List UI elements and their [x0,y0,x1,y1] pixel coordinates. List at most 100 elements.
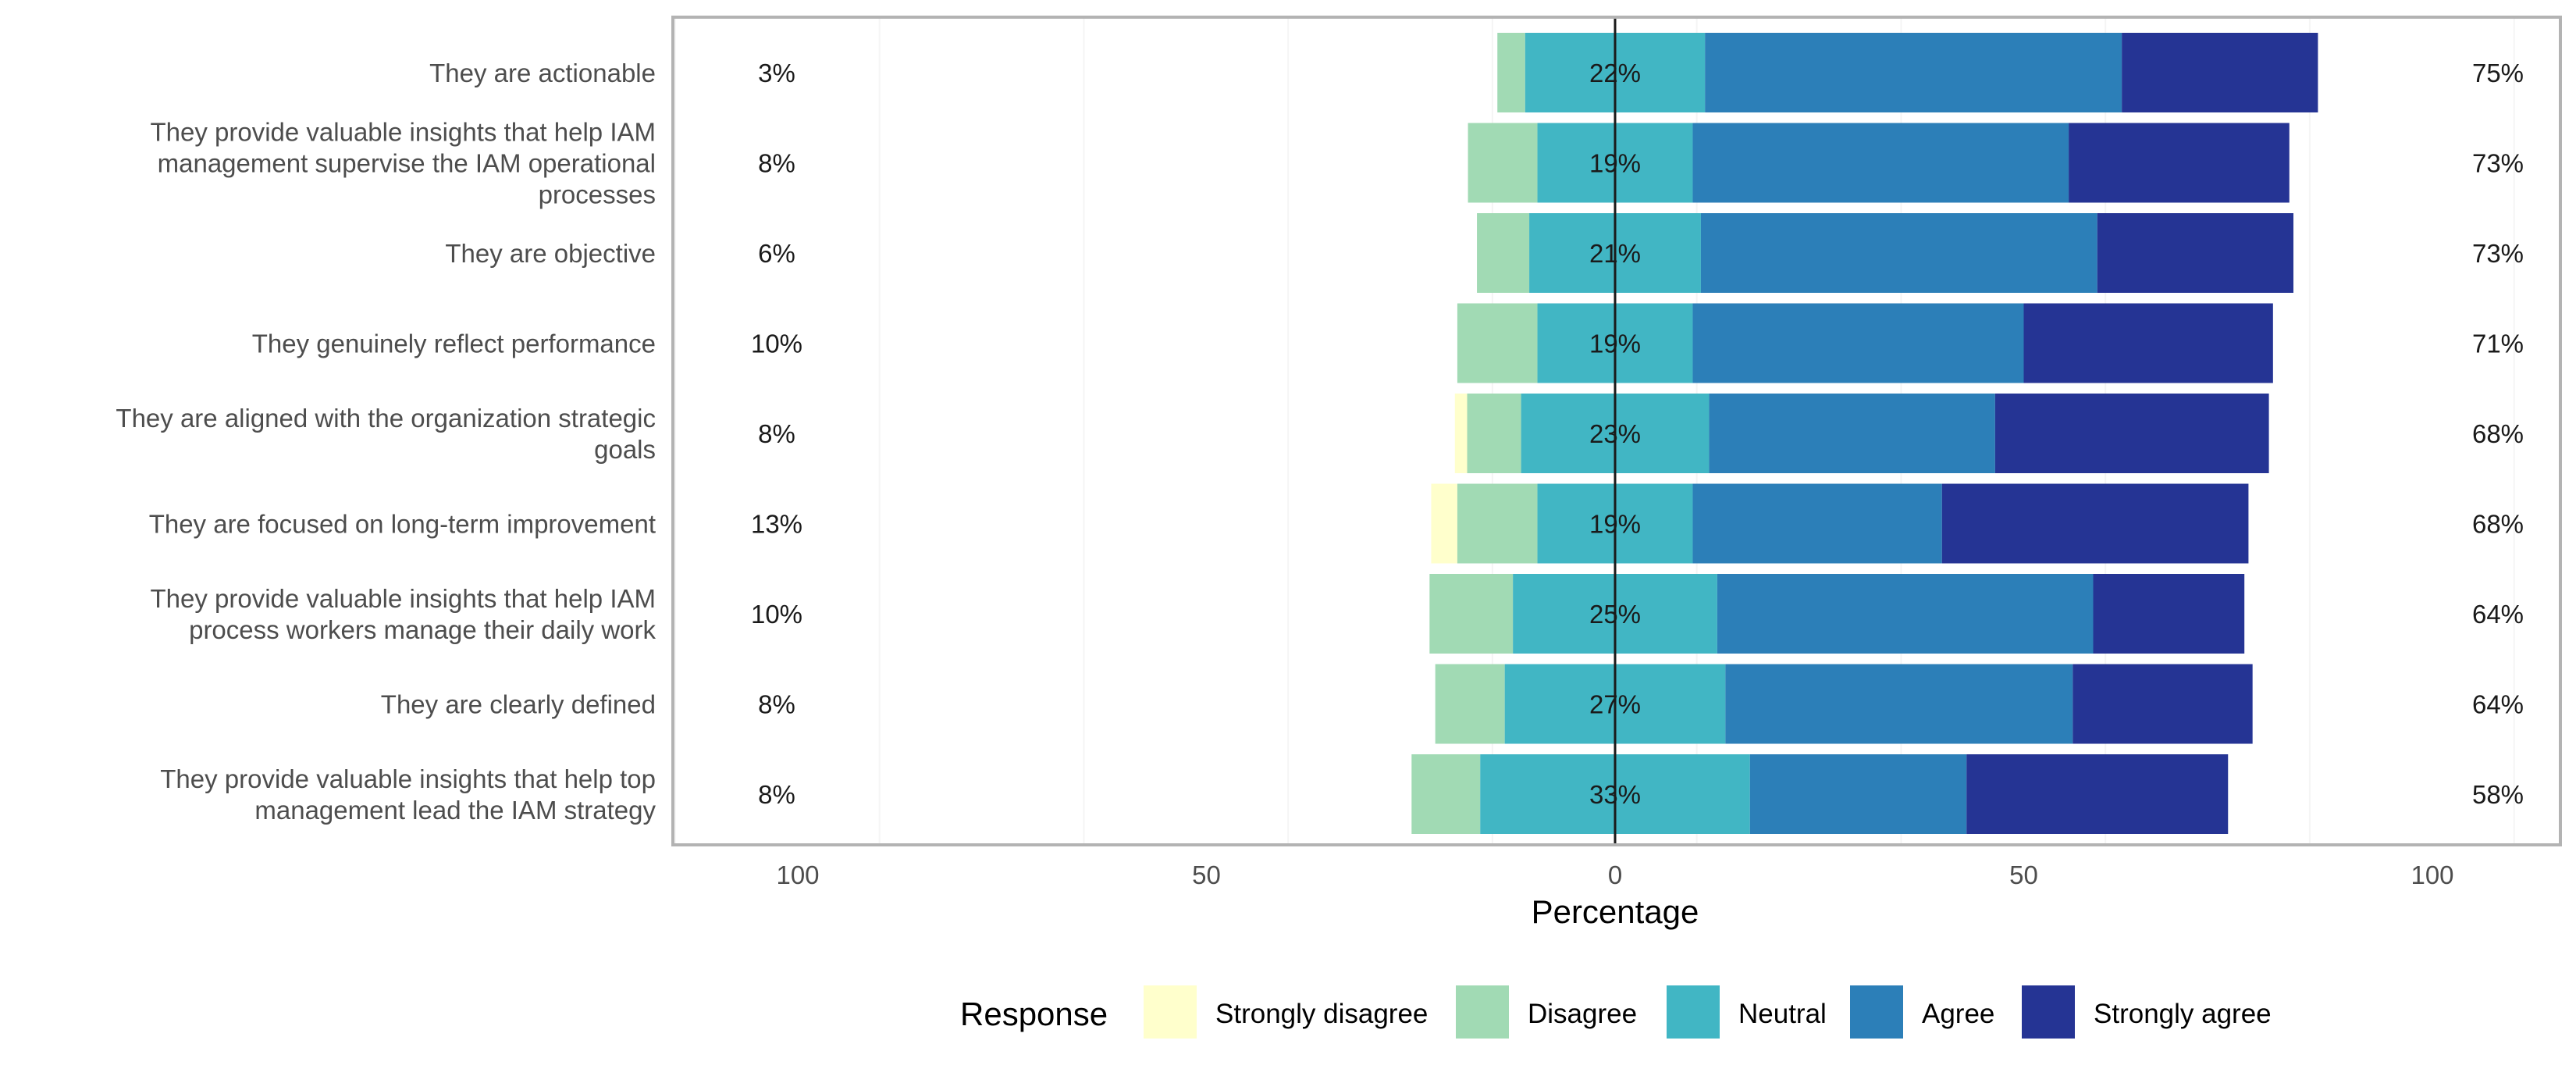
bar-strongly-agree [2023,303,2273,383]
left-percent-label: 8% [758,419,795,448]
bar-disagree [1411,754,1481,834]
category-label-line: goals [594,435,656,464]
bar-disagree [1467,394,1521,473]
category-label-line: They are actionable [429,59,656,87]
category-label: They provide valuable insights that help… [150,118,656,209]
center-percent-label: 25% [1589,600,1641,629]
bar-disagree [1435,664,1505,744]
category-label: They are actionable [429,59,656,87]
legend-key-disagree [1456,985,1509,1039]
left-percent-label: 10% [751,600,802,629]
category-label-line: They genuinely reflect performance [252,330,656,358]
bar-strongly-agree [2122,33,2318,112]
bar-agree [1725,664,2073,744]
x-tick-label: 100 [776,860,819,889]
bars [1411,33,2318,834]
right-percent-label: 68% [2472,510,2524,539]
bar-strongly-disagree [1454,394,1468,473]
category-label-line: They provide valuable insights that help… [160,764,656,793]
center-percent-label: 21% [1589,239,1641,268]
x-tick-label: 0 [1608,860,1622,889]
bar-strongly-agree [2097,213,2294,293]
legend-label-strongly-disagree: Strongly disagree [1215,999,1428,1029]
left-percent-label: 3% [758,59,795,87]
category-label: They provide valuable insights that help… [160,764,656,825]
bar-agree [1692,483,1942,564]
right-percent-label: 68% [2472,419,2524,448]
category-label-line: They are objective [445,239,656,268]
bar-strongly-disagree [1431,483,1457,564]
bar-disagree [1477,213,1530,293]
bar-agree [1692,303,2024,383]
left-percent-label: 8% [758,780,795,809]
category-label: They are aligned with the organization s… [116,404,656,464]
category-label-line: process workers manage their daily work [189,615,656,644]
right-percent-label: 64% [2472,600,2524,629]
legend-key-neutral [1667,985,1720,1039]
legend-title: Response [960,996,1108,1032]
bar-strongly-agree [2093,574,2245,654]
x-tick-label: 100 [2411,860,2453,889]
category-label: They are clearly defined [381,690,656,719]
left-percent-label: 6% [758,239,795,268]
right-percent-label: 71% [2472,330,2524,358]
bar-disagree [1457,303,1538,383]
bar-agree [1705,33,2122,112]
category-label-line: They are focused on long-term improvemen… [149,510,656,539]
panel-border [671,16,2562,846]
center-percent-label: 22% [1589,59,1641,87]
bar-agree [1692,123,2069,203]
left-percent-label: 8% [758,149,795,178]
bar-disagree [1497,33,1525,112]
bar-disagree [1468,123,1538,203]
bar-agree [1717,574,2094,654]
center-percent-label: 33% [1589,780,1641,809]
legend-key-strongly-agree [2022,985,2075,1039]
right-percent-label: 75% [2472,59,2524,87]
category-label-line: They provide valuable insights that help… [150,118,656,147]
bar-strongly-agree [1941,483,2249,564]
category-label: They are objective [445,239,656,268]
bar-strongly-agree [2073,664,2253,744]
labels: They are actionable 3% 22% 75% They provide … [116,59,2524,889]
legend-key-agree [1850,985,1903,1039]
left-percent-label: 8% [758,690,795,719]
legend-label-agree: Agree [1922,999,1994,1029]
center-percent-label: 19% [1589,330,1641,358]
left-percent-label: 13% [751,510,802,539]
bar-strongly-agree [2069,123,2290,203]
category-label-line: management lead the IAM strategy [254,796,656,825]
category-label-line: management supervise the IAM operational [158,149,656,178]
legend: Response Strongly disagree Disagree Neutra… [960,985,2272,1039]
right-percent-label: 64% [2472,690,2524,719]
bar-disagree [1457,483,1538,564]
center-percent-label: 23% [1589,419,1641,448]
category-label: They are focused on long-term improvemen… [149,510,656,539]
center-percent-label: 27% [1589,690,1641,719]
bar-strongly-agree [1966,754,2229,834]
bar-disagree [1429,574,1514,654]
bar-strongly-agree [1994,394,2269,473]
legend-label-disagree: Disagree [1528,999,1637,1029]
bar-agree [1709,394,1995,473]
center-percent-label: 19% [1589,510,1641,539]
right-percent-label: 73% [2472,149,2524,178]
category-label: They genuinely reflect performance [252,330,656,358]
center-percent-label: 19% [1589,149,1641,178]
bar-agree [1700,213,2097,293]
right-percent-label: 58% [2472,780,2524,809]
category-label-line: They are aligned with the organization s… [116,404,656,433]
category-label-line: They provide valuable insights that help… [150,584,656,613]
x-axis-title: Percentage [1532,893,1699,930]
legend-key-strongly-disagree [1144,985,1197,1039]
category-label-line: processes [539,180,656,209]
left-percent-label: 10% [751,330,802,358]
right-percent-label: 73% [2472,239,2524,268]
bar-agree [1749,754,1967,834]
legend-label-neutral: Neutral [1738,999,1827,1029]
x-tick-label: 50 [1192,860,1221,889]
legend-label-strongly-agree: Strongly agree [2094,999,2272,1029]
category-label: They provide valuable insights that help… [150,584,656,644]
x-tick-label: 50 [2009,860,2038,889]
